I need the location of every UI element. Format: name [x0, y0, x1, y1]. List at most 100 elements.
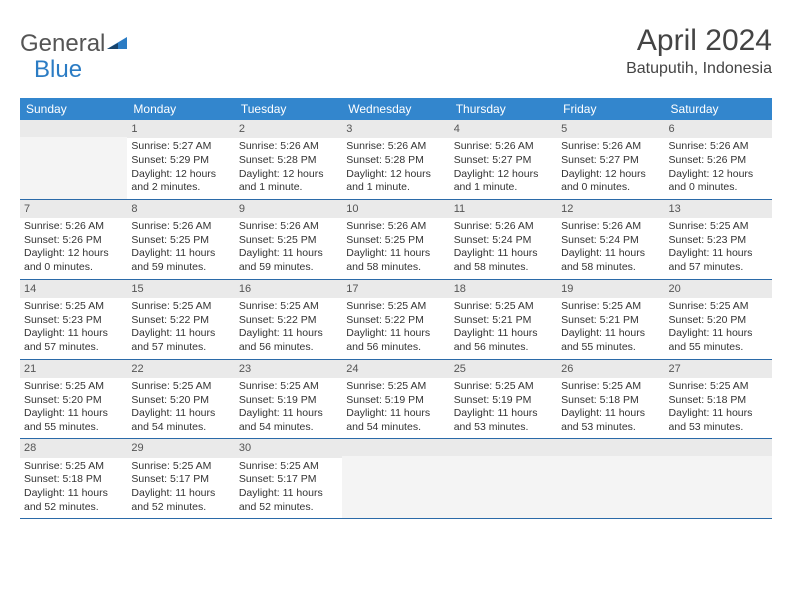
sunrise-text: Sunrise: 5:25 AM [131, 380, 230, 394]
daylight-text: Daylight: 11 hours and 58 minutes. [561, 247, 660, 274]
sunrise-text: Sunrise: 5:26 AM [346, 140, 445, 154]
daylight-text: Daylight: 11 hours and 54 minutes. [131, 407, 230, 434]
cell-body: Sunrise: 5:25 AMSunset: 5:18 PMDaylight:… [557, 378, 664, 439]
cell-body: Sunrise: 5:25 AMSunset: 5:23 PMDaylight:… [665, 218, 772, 279]
date-bar [20, 120, 127, 137]
sunrise-text: Sunrise: 5:25 AM [561, 300, 660, 314]
date-bar: 5 [557, 120, 664, 138]
calendar-cell: 10Sunrise: 5:26 AMSunset: 5:25 PMDayligh… [342, 200, 449, 279]
sunset-text: Sunset: 5:20 PM [24, 394, 123, 408]
logo: General [20, 24, 129, 58]
empty-cell-body [450, 456, 557, 518]
sunrise-text: Sunrise: 5:26 AM [239, 220, 338, 234]
calendar-cell: 23Sunrise: 5:25 AMSunset: 5:19 PMDayligh… [235, 360, 342, 439]
daylight-text: Daylight: 11 hours and 59 minutes. [131, 247, 230, 274]
calendar-cell: 13Sunrise: 5:25 AMSunset: 5:23 PMDayligh… [665, 200, 772, 279]
calendar-cell: 15Sunrise: 5:25 AMSunset: 5:22 PMDayligh… [127, 280, 234, 359]
calendar-cell: 30Sunrise: 5:25 AMSunset: 5:17 PMDayligh… [235, 439, 342, 518]
date-bar: 4 [450, 120, 557, 138]
date-bar: 16 [235, 280, 342, 298]
calendar-cell-empty [557, 439, 664, 518]
calendar-cell-empty [665, 439, 772, 518]
date-bar: 27 [665, 360, 772, 378]
sunrise-text: Sunrise: 5:25 AM [669, 220, 768, 234]
cell-body: Sunrise: 5:26 AMSunset: 5:26 PMDaylight:… [665, 138, 772, 199]
daylight-text: Daylight: 11 hours and 58 minutes. [454, 247, 553, 274]
date-bar: 14 [20, 280, 127, 298]
sunrise-text: Sunrise: 5:26 AM [346, 220, 445, 234]
sunset-text: Sunset: 5:18 PM [561, 394, 660, 408]
sunrise-text: Sunrise: 5:25 AM [239, 300, 338, 314]
date-bar: 1 [127, 120, 234, 138]
calendar-cell-empty [450, 439, 557, 518]
cell-body: Sunrise: 5:25 AMSunset: 5:20 PMDaylight:… [20, 378, 127, 439]
calendar-cell: 28Sunrise: 5:25 AMSunset: 5:18 PMDayligh… [20, 439, 127, 518]
sunset-text: Sunset: 5:24 PM [561, 234, 660, 248]
sunrise-text: Sunrise: 5:26 AM [669, 140, 768, 154]
calendar-cell: 14Sunrise: 5:25 AMSunset: 5:23 PMDayligh… [20, 280, 127, 359]
sunset-text: Sunset: 5:25 PM [131, 234, 230, 248]
date-bar: 3 [342, 120, 449, 138]
sunset-text: Sunset: 5:24 PM [454, 234, 553, 248]
sunset-text: Sunset: 5:17 PM [239, 473, 338, 487]
sunrise-text: Sunrise: 5:26 AM [239, 140, 338, 154]
daylight-text: Daylight: 12 hours and 0 minutes. [561, 168, 660, 195]
date-bar: 6 [665, 120, 772, 138]
calendar-page: General April 2024 Batuputih, Indonesia … [0, 0, 792, 529]
cell-body: Sunrise: 5:25 AMSunset: 5:22 PMDaylight:… [342, 298, 449, 359]
cell-body: Sunrise: 5:25 AMSunset: 5:22 PMDaylight:… [127, 298, 234, 359]
date-bar: 12 [557, 200, 664, 218]
empty-cell-body [557, 456, 664, 518]
calendar-cell: 3Sunrise: 5:26 AMSunset: 5:28 PMDaylight… [342, 120, 449, 199]
cell-body: Sunrise: 5:25 AMSunset: 5:22 PMDaylight:… [235, 298, 342, 359]
calendar-cell-empty [20, 120, 127, 199]
week-row: 28Sunrise: 5:25 AMSunset: 5:18 PMDayligh… [20, 439, 772, 519]
calendar-cell: 18Sunrise: 5:25 AMSunset: 5:21 PMDayligh… [450, 280, 557, 359]
cell-body: Sunrise: 5:26 AMSunset: 5:25 PMDaylight:… [342, 218, 449, 279]
cell-body: Sunrise: 5:26 AMSunset: 5:25 PMDaylight:… [235, 218, 342, 279]
sunset-text: Sunset: 5:23 PM [669, 234, 768, 248]
calendar-cell: 2Sunrise: 5:26 AMSunset: 5:28 PMDaylight… [235, 120, 342, 199]
date-bar [557, 439, 664, 456]
calendar-cell: 9Sunrise: 5:26 AMSunset: 5:25 PMDaylight… [235, 200, 342, 279]
daylight-text: Daylight: 11 hours and 59 minutes. [239, 247, 338, 274]
sunrise-text: Sunrise: 5:26 AM [561, 140, 660, 154]
sunrise-text: Sunrise: 5:25 AM [346, 300, 445, 314]
cell-body: Sunrise: 5:26 AMSunset: 5:24 PMDaylight:… [557, 218, 664, 279]
daylight-text: Daylight: 12 hours and 0 minutes. [24, 247, 123, 274]
date-bar: 9 [235, 200, 342, 218]
date-bar [342, 439, 449, 456]
day-header-monday: Monday [127, 98, 234, 120]
sunset-text: Sunset: 5:18 PM [669, 394, 768, 408]
logo-text-blue: Blue [34, 56, 82, 84]
empty-cell-body [665, 456, 772, 518]
calendar-cell: 19Sunrise: 5:25 AMSunset: 5:21 PMDayligh… [557, 280, 664, 359]
calendar-cell: 20Sunrise: 5:25 AMSunset: 5:20 PMDayligh… [665, 280, 772, 359]
calendar-cell: 25Sunrise: 5:25 AMSunset: 5:19 PMDayligh… [450, 360, 557, 439]
daylight-text: Daylight: 11 hours and 57 minutes. [131, 327, 230, 354]
cell-body: Sunrise: 5:25 AMSunset: 5:20 PMDaylight:… [665, 298, 772, 359]
sunrise-text: Sunrise: 5:25 AM [669, 380, 768, 394]
date-bar: 15 [127, 280, 234, 298]
sunset-text: Sunset: 5:25 PM [239, 234, 338, 248]
calendar-cell: 27Sunrise: 5:25 AMSunset: 5:18 PMDayligh… [665, 360, 772, 439]
calendar-cell: 22Sunrise: 5:25 AMSunset: 5:20 PMDayligh… [127, 360, 234, 439]
sunrise-text: Sunrise: 5:25 AM [454, 300, 553, 314]
calendar-cell: 16Sunrise: 5:25 AMSunset: 5:22 PMDayligh… [235, 280, 342, 359]
calendar-cell-empty [342, 439, 449, 518]
cell-body: Sunrise: 5:26 AMSunset: 5:28 PMDaylight:… [235, 138, 342, 199]
daylight-text: Daylight: 11 hours and 53 minutes. [454, 407, 553, 434]
sunset-text: Sunset: 5:22 PM [239, 314, 338, 328]
date-bar: 13 [665, 200, 772, 218]
sunrise-text: Sunrise: 5:26 AM [561, 220, 660, 234]
daylight-text: Daylight: 11 hours and 55 minutes. [669, 327, 768, 354]
logo-mark-icon [107, 30, 129, 58]
cell-body: Sunrise: 5:25 AMSunset: 5:20 PMDaylight:… [127, 378, 234, 439]
calendar-cell: 17Sunrise: 5:25 AMSunset: 5:22 PMDayligh… [342, 280, 449, 359]
sunrise-text: Sunrise: 5:27 AM [131, 140, 230, 154]
sunset-text: Sunset: 5:22 PM [346, 314, 445, 328]
sunset-text: Sunset: 5:20 PM [669, 314, 768, 328]
daylight-text: Daylight: 11 hours and 56 minutes. [454, 327, 553, 354]
cell-body: Sunrise: 5:25 AMSunset: 5:19 PMDaylight:… [235, 378, 342, 439]
daylight-text: Daylight: 12 hours and 1 minute. [346, 168, 445, 195]
